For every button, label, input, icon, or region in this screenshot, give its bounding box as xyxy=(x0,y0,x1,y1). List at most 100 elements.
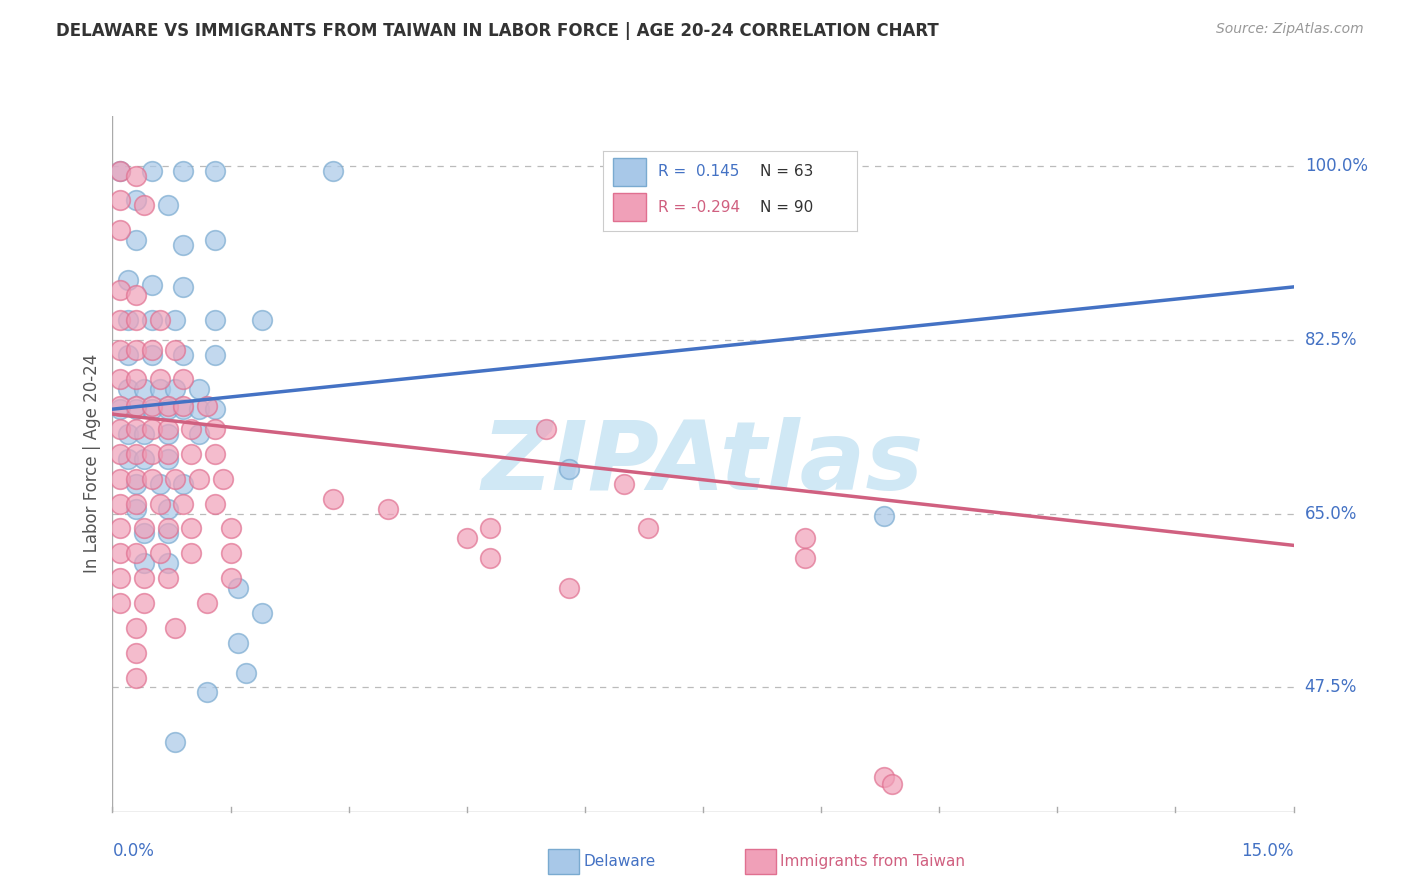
Point xyxy=(125,372,148,386)
Point xyxy=(204,497,226,511)
Point xyxy=(195,399,218,413)
Point xyxy=(125,194,148,208)
Point xyxy=(141,277,163,292)
Point xyxy=(110,163,132,178)
Point xyxy=(110,571,132,585)
Point xyxy=(377,501,399,516)
Point xyxy=(195,685,218,699)
Point xyxy=(322,491,344,506)
Point xyxy=(141,472,163,486)
Point xyxy=(172,280,194,294)
Point xyxy=(117,312,139,326)
Point xyxy=(156,451,179,466)
Point xyxy=(156,556,179,570)
Point xyxy=(204,422,226,436)
Point xyxy=(125,169,148,183)
Point xyxy=(165,735,187,749)
Point xyxy=(110,472,132,486)
Point xyxy=(110,447,132,461)
Point xyxy=(188,427,211,442)
Point xyxy=(188,472,211,486)
Point xyxy=(125,476,148,491)
Point xyxy=(117,273,139,287)
Bar xyxy=(613,194,645,221)
Point xyxy=(534,422,557,436)
Point xyxy=(117,382,139,396)
Point xyxy=(141,402,163,417)
Point xyxy=(125,546,148,560)
Point xyxy=(149,546,172,560)
Point xyxy=(172,399,194,413)
Point xyxy=(156,198,179,212)
Point xyxy=(172,372,194,386)
Text: Source: ZipAtlas.com: Source: ZipAtlas.com xyxy=(1216,22,1364,37)
Point xyxy=(125,501,148,516)
Point xyxy=(172,476,194,491)
Point xyxy=(132,596,155,610)
Point xyxy=(132,451,155,466)
Bar xyxy=(613,158,645,186)
Point xyxy=(125,646,148,660)
Point xyxy=(110,402,132,417)
Point xyxy=(110,422,132,436)
Point xyxy=(125,312,148,326)
Point xyxy=(794,532,817,546)
Point xyxy=(110,343,132,357)
Point xyxy=(110,163,132,178)
Point xyxy=(125,671,148,685)
Point xyxy=(110,283,132,297)
Text: ZIPAtlas: ZIPAtlas xyxy=(482,417,924,510)
Y-axis label: In Labor Force | Age 20-24: In Labor Force | Age 20-24 xyxy=(83,354,101,574)
Point xyxy=(132,198,155,212)
Point xyxy=(149,382,172,396)
Point xyxy=(125,288,148,302)
Point xyxy=(479,551,502,566)
Point xyxy=(188,382,211,396)
Point xyxy=(204,447,226,461)
Point xyxy=(156,521,179,535)
Text: 65.0%: 65.0% xyxy=(1305,505,1357,523)
Point xyxy=(149,372,172,386)
Point xyxy=(125,447,148,461)
Point xyxy=(873,508,896,523)
Point xyxy=(204,347,226,361)
Text: 0.0%: 0.0% xyxy=(112,841,155,860)
Point xyxy=(149,497,172,511)
Point xyxy=(156,402,179,417)
Point xyxy=(110,372,132,386)
Point xyxy=(117,427,139,442)
Point xyxy=(141,399,163,413)
Point xyxy=(110,546,132,560)
Point xyxy=(156,526,179,541)
Point xyxy=(165,472,187,486)
Point xyxy=(613,476,636,491)
Point xyxy=(880,777,903,791)
Point xyxy=(322,163,344,178)
Point xyxy=(219,571,242,585)
Point xyxy=(235,665,257,680)
Point xyxy=(132,556,155,570)
Point xyxy=(211,472,233,486)
Point xyxy=(132,427,155,442)
Point xyxy=(141,447,163,461)
Point xyxy=(156,501,179,516)
Point xyxy=(204,163,226,178)
Point xyxy=(149,476,172,491)
Point xyxy=(172,163,194,178)
Point xyxy=(132,521,155,535)
Point xyxy=(110,194,132,208)
Point xyxy=(692,163,714,178)
Point xyxy=(180,546,202,560)
Point xyxy=(117,347,139,361)
Point xyxy=(250,606,273,620)
Point xyxy=(558,581,581,595)
Text: 15.0%: 15.0% xyxy=(1241,841,1294,860)
Point xyxy=(132,382,155,396)
Point xyxy=(165,382,187,396)
Point xyxy=(250,312,273,326)
Point xyxy=(141,347,163,361)
Point xyxy=(141,163,163,178)
Point xyxy=(188,402,211,417)
Point xyxy=(219,546,242,560)
Point xyxy=(172,238,194,252)
